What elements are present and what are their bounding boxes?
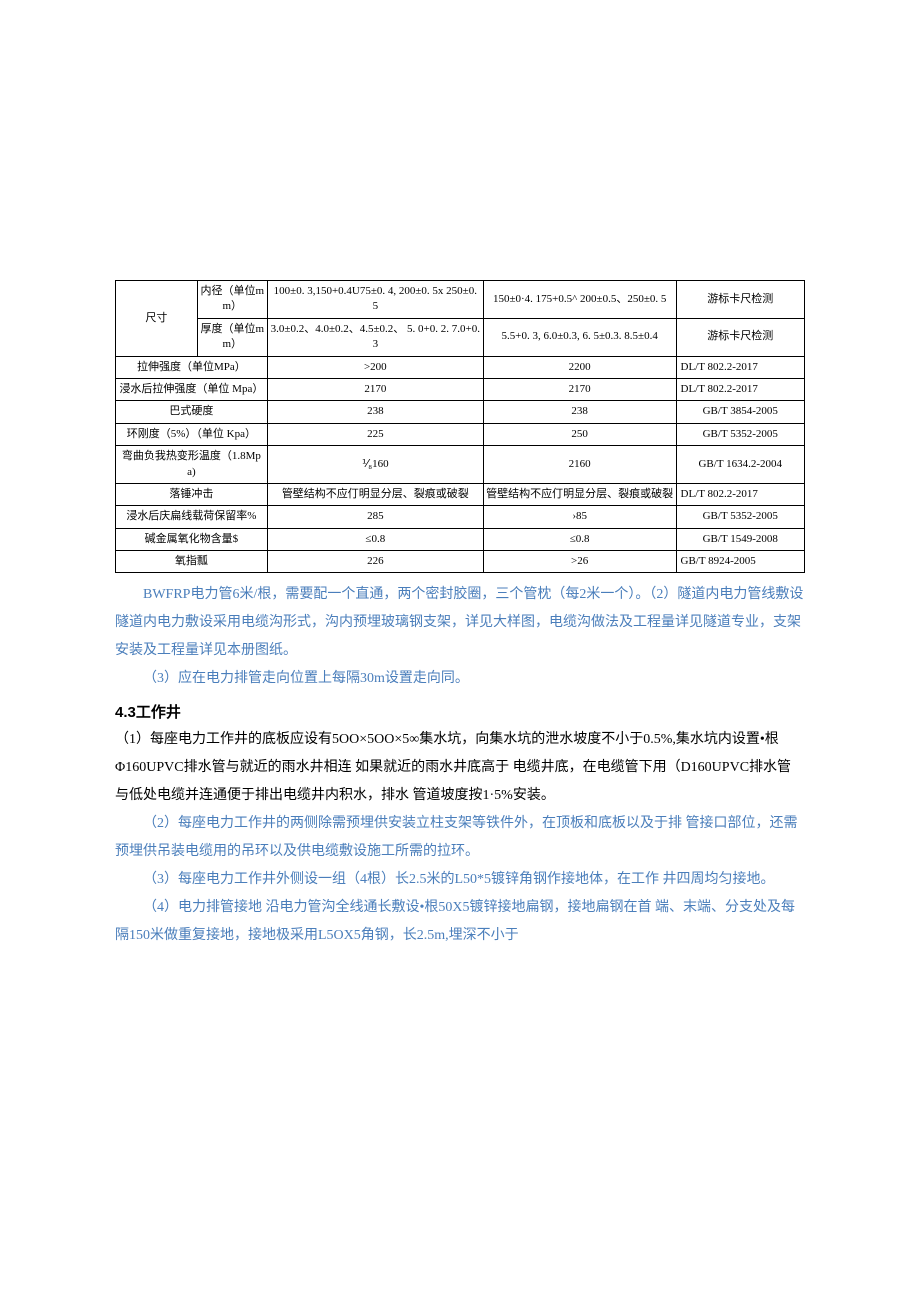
- table-row: 拉伸强度（单位MPa） >200 2200 DL/T 802.2-2017: [116, 356, 805, 378]
- paragraph: （1）每座电力工作井的底板应设有5OO×5OO×5∞集水坑，向集水坑的泄水坡度不…: [115, 726, 805, 810]
- cell-value: 管壁结构不应仃明显分层、裂痕或破裂: [483, 483, 676, 505]
- table-row: 浸水后庆扁线载荷保留率% 285 ›85 GB/T 5352-2005: [116, 506, 805, 528]
- table-row: 落锤冲击 管壁结构不应仃明显分层、裂痕或破裂 管壁结构不应仃明显分层、裂痕或破裂…: [116, 483, 805, 505]
- table-row: 环刚度（5%）（单位 Kpa） 225 250 GB/T 5352-2005: [116, 423, 805, 445]
- cell-label: 厚度（单位mm）: [197, 318, 267, 356]
- cell-label: 氧指瓢: [116, 551, 268, 573]
- cell-value: 2200: [483, 356, 676, 378]
- cell-value: 2160: [483, 446, 676, 484]
- cell-label: 内径（单位mm）: [197, 281, 267, 319]
- cell-std: GB/T 8924-2005: [676, 551, 805, 573]
- cell-value: >200: [267, 356, 483, 378]
- cell-label: 拉伸强度（单位MPa）: [116, 356, 268, 378]
- cell-label: 浸水后拉伸强度（单位 Mpa）: [116, 378, 268, 400]
- cell-std: GB/T 1634.2-2004: [676, 446, 805, 484]
- table-row: 巴式硬度 238 238 GB/T 3854-2005: [116, 401, 805, 423]
- cell-value: 238: [267, 401, 483, 423]
- paragraph: （3）每座电力工作井外侧设一组（4根）长2.5米的L50*5镀锌角钢作接地体，在…: [115, 866, 805, 894]
- cell-value: ›85: [483, 506, 676, 528]
- cell-value: >26: [483, 551, 676, 573]
- cell-value: 5.5+0. 3, 6.0±0.3, 6. 5±0.3. 8.5±0.4: [483, 318, 676, 356]
- cell-std: 游标卡尺检测: [676, 318, 805, 356]
- paragraph: 隧道内电力敷设采用电缆沟形式，沟内预埋玻璃钢支架，详见大样图，电缆沟做法及工程量…: [115, 609, 805, 665]
- table-row: 氧指瓢 226 >26 GB/T 8924-2005: [116, 551, 805, 573]
- table-row: 厚度（单位mm） 3.0±0.2、4.0±0.2、4.5±0.2、 5. 0+0…: [116, 318, 805, 356]
- cell-std: DL/T 802.2-2017: [676, 483, 805, 505]
- paragraph: （4）电力排管接地 沿电力管沟全线通长敷设•根50X5镀锌接地扁钢，接地扁钢在首…: [115, 894, 805, 950]
- paragraph: （2）每座电力工作井的两侧除需预埋供安装立柱支架等铁件外，在顶板和底板以及于排 …: [115, 810, 805, 866]
- cell-std: DL/T 802.2-2017: [676, 356, 805, 378]
- cell-value: 150±0·4. 175+0.5^ 200±0.5、250±0. 5: [483, 281, 676, 319]
- cell-value: 3.0±0.2、4.0±0.2、4.5±0.2、 5. 0+0. 2. 7.0+…: [267, 318, 483, 356]
- cell-value: 100±0. 3,150+0.4U75±0. 4, 200±0. 5x 250±…: [267, 281, 483, 319]
- cell-value: 2170: [267, 378, 483, 400]
- table-row: 弯曲负我热变形温度（1.8Mpa) ⅟₈160 2160 GB/T 1634.2…: [116, 446, 805, 484]
- cell-label: 尺寸: [116, 281, 198, 357]
- cell-label: 弯曲负我热变形温度（1.8Mpa): [116, 446, 268, 484]
- cell-value: ≤0.8: [483, 528, 676, 550]
- cell-label: 浸水后庆扁线载荷保留率%: [116, 506, 268, 528]
- cell-value: ≤0.8: [267, 528, 483, 550]
- cell-value: 2170: [483, 378, 676, 400]
- cell-value: 238: [483, 401, 676, 423]
- table-row: 碱金属氧化物含量$ ≤0.8 ≤0.8 GB/T 1549-2008: [116, 528, 805, 550]
- cell-value: 285: [267, 506, 483, 528]
- cell-label: 巴式硬度: [116, 401, 268, 423]
- cell-std: GB/T 1549-2008: [676, 528, 805, 550]
- cell-std: GB/T 5352-2005: [676, 506, 805, 528]
- cell-std: GB/T 5352-2005: [676, 423, 805, 445]
- cell-value: 226: [267, 551, 483, 573]
- table-row: 尺寸 内径（单位mm） 100±0. 3,150+0.4U75±0. 4, 20…: [116, 281, 805, 319]
- table-row: 浸水后拉伸强度（单位 Mpa） 2170 2170 DL/T 802.2-201…: [116, 378, 805, 400]
- cell-label: 碱金属氧化物含量$: [116, 528, 268, 550]
- cell-std: 游标卡尺检测: [676, 281, 805, 319]
- cell-value: ⅟₈160: [267, 446, 483, 484]
- cell-std: DL/T 802.2-2017: [676, 378, 805, 400]
- section-heading: 4.3工作井: [115, 701, 805, 722]
- paragraph: （3）应在电力排管走向位置上每隔30m设置走向同。: [115, 665, 805, 693]
- cell-std: GB/T 3854-2005: [676, 401, 805, 423]
- cell-value: 管壁结构不应仃明显分层、裂痕或破裂: [267, 483, 483, 505]
- cell-label: 落锤冲击: [116, 483, 268, 505]
- cell-label: 环刚度（5%）（单位 Kpa）: [116, 423, 268, 445]
- paragraph: BWFRP电力管6米/根，需要配一个直通，两个密封胶圈，三个管枕（每2米一个）。…: [115, 581, 805, 609]
- cell-value: 250: [483, 423, 676, 445]
- spec-table: 尺寸 内径（单位mm） 100±0. 3,150+0.4U75±0. 4, 20…: [115, 280, 805, 573]
- cell-value: 225: [267, 423, 483, 445]
